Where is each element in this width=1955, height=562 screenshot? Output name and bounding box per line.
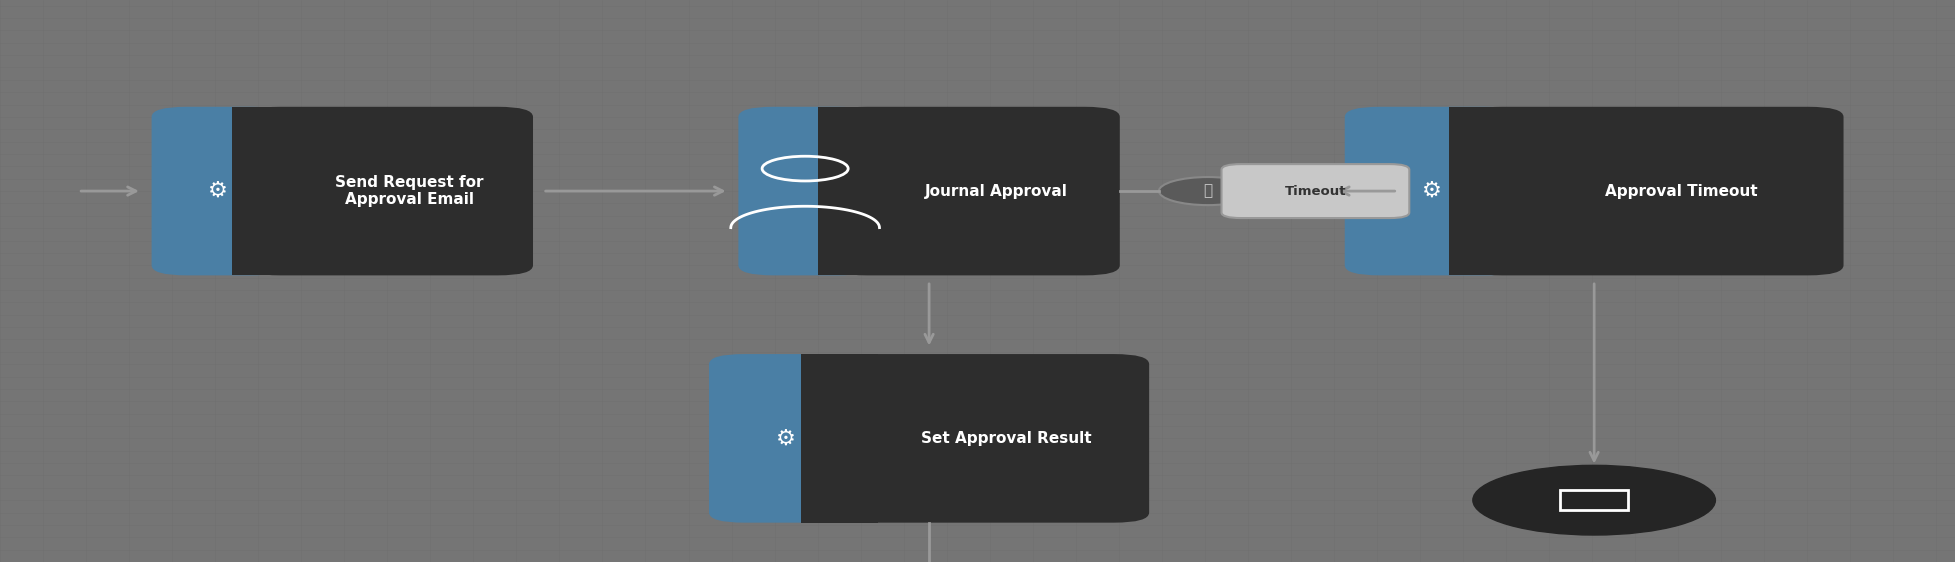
FancyBboxPatch shape	[708, 354, 862, 523]
FancyBboxPatch shape	[244, 107, 532, 275]
Text: Set Approval Result: Set Approval Result	[921, 431, 1091, 446]
FancyBboxPatch shape	[737, 107, 872, 275]
FancyBboxPatch shape	[1220, 164, 1408, 218]
FancyBboxPatch shape	[151, 107, 285, 275]
Text: Journal Approval: Journal Approval	[925, 184, 1067, 198]
FancyBboxPatch shape	[1466, 107, 1842, 275]
FancyBboxPatch shape	[831, 107, 1118, 275]
Circle shape	[1472, 465, 1715, 535]
Text: ⏱: ⏱	[1202, 184, 1212, 198]
Text: Timeout: Timeout	[1284, 184, 1345, 198]
Bar	[1560, 490, 1627, 510]
Circle shape	[1157, 177, 1257, 205]
FancyBboxPatch shape	[1345, 107, 1519, 275]
Bar	[1449, 107, 1537, 275]
FancyBboxPatch shape	[817, 354, 1150, 523]
Text: ⚙: ⚙	[209, 181, 229, 201]
Text: Send Request for
Approval Email: Send Request for Approval Email	[334, 175, 483, 207]
Text: ⚙: ⚙	[1421, 181, 1441, 201]
Bar	[231, 107, 299, 275]
Text: Approval Timeout: Approval Timeout	[1605, 184, 1758, 198]
Bar	[817, 107, 886, 275]
Text: ⚙: ⚙	[776, 428, 796, 448]
Bar	[802, 354, 878, 523]
